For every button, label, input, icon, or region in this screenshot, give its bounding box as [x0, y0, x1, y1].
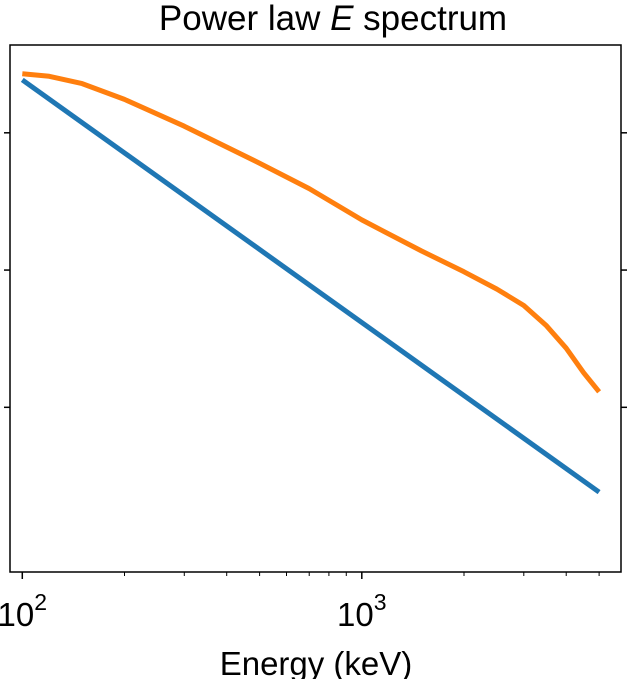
x-axis-label: Energy (keV) [220, 645, 413, 679]
series-layer [20, 71, 602, 495]
ticks-layer: 102 103 [0, 132, 627, 633]
series-line-2 [22, 71, 602, 394]
chart-title-italic: E [330, 0, 354, 38]
series-line-1 [20, 77, 601, 495]
x-tick-label-2: 103 [337, 589, 387, 633]
x-tick-label-1: 102 [0, 589, 47, 633]
plot-area-frame [9, 44, 622, 573]
chart-title: Power law E spectrum [159, 0, 507, 38]
chart-title-prefix: Power law [159, 0, 330, 38]
chart-title-suffix: spectrum [353, 0, 507, 38]
